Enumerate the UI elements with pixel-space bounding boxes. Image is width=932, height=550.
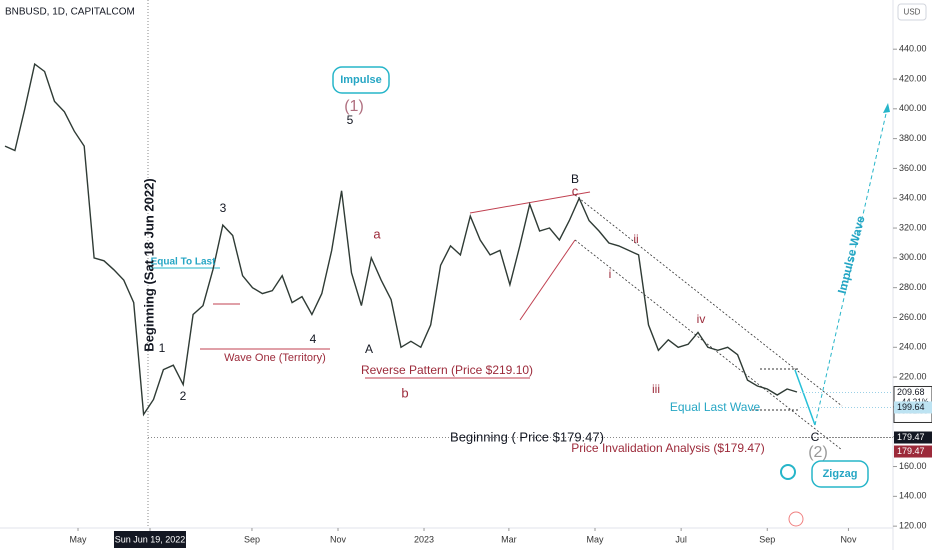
price-tag-label: 179.47: [897, 446, 925, 456]
y-tick-label: 120.00: [899, 521, 927, 531]
annotation: a: [373, 226, 381, 241]
pattern-line: [519, 239, 576, 321]
crosshair-date-box: [113, 531, 186, 548]
annotation: ii: [633, 232, 638, 246]
annotation: 5: [347, 113, 354, 127]
annotation: Impulse: [340, 74, 382, 86]
y-tick-label: 420.00: [899, 73, 927, 83]
y-tick-label: 220.00: [899, 371, 927, 381]
y-tick-label: 140.00: [899, 491, 927, 501]
pattern-line: [469, 191, 591, 214]
projection: [814, 104, 889, 426]
projection: [794, 369, 816, 426]
annotation: 3: [220, 201, 227, 215]
annotation: c: [572, 183, 579, 198]
y-tick-label: 380.00: [899, 133, 927, 143]
price-tag: [894, 401, 932, 414]
annotation: B: [571, 172, 579, 186]
annotation-box: [811, 460, 869, 488]
y-tick-label: 280.00: [899, 282, 927, 292]
annotation: Equal Last Wave: [670, 400, 761, 414]
bulb-icon: [780, 464, 796, 480]
price-line: [4, 62, 798, 417]
annotation-box: [332, 66, 390, 94]
x-tick-label: Nov: [840, 534, 857, 544]
drawings: [147, 0, 890, 528]
y-tick-label: 240.00: [899, 342, 927, 352]
annotation: (2): [808, 444, 828, 461]
y-tick-label: 340.00: [899, 193, 927, 203]
y-tick-label: 320.00: [899, 222, 927, 232]
channel-bottom: [574, 239, 843, 451]
y-tick-label: 260.00: [899, 312, 927, 322]
event-icon[interactable]: [788, 511, 804, 527]
annotation: i: [609, 267, 612, 281]
annotation: Zigzag: [823, 468, 858, 480]
annotation: Beginning (Sat 18 Jun 2022): [141, 178, 156, 351]
x-tick-label: Nov: [330, 534, 347, 544]
x-tick-label: Mar: [501, 534, 517, 544]
annotation: Equal To Last: [151, 257, 216, 268]
price-tag-label: 179.47: [897, 432, 925, 442]
chart-title: BNBUSD, 1D, CAPITALCOM: [5, 7, 135, 18]
currency-box[interactable]: [897, 3, 927, 21]
x-tick-label: Sep: [759, 534, 775, 544]
annotation: 2: [180, 389, 187, 403]
x-tick-label: Sun Jun 19, 2022: [115, 534, 186, 544]
price-tag-label: 199.64: [897, 402, 925, 412]
x-tick-label: Sep: [244, 534, 260, 544]
y-tick-label: 300.00: [899, 252, 927, 262]
price-tag: [894, 445, 932, 458]
annotation: (1): [344, 98, 364, 115]
arrow-head: [883, 103, 890, 113]
y-tick-label: 400.00: [899, 103, 927, 113]
annotation: 4: [310, 332, 317, 346]
channel-top: [574, 194, 843, 407]
annotation: C: [811, 430, 820, 444]
y-tick-label: 160.00: [899, 461, 927, 471]
annotation: iii: [652, 382, 660, 396]
annotation: A: [365, 342, 373, 356]
annotation: Price Invalidation Analysis ($179.47): [571, 441, 764, 455]
y-tick-label: 440.00: [899, 44, 927, 54]
currency: USD: [904, 8, 921, 17]
annotation: b: [401, 385, 408, 400]
x-tick-label: May: [70, 534, 88, 544]
annotation: Reverse Pattern (Price $219.10): [361, 363, 533, 377]
annotation: Beginning ( Price $179.47): [450, 429, 604, 444]
price-tag: [894, 431, 932, 444]
y-tick-label: 360.00: [899, 163, 927, 173]
x-tick-label: Jul: [675, 534, 687, 544]
x-tick-label: 2023: [414, 534, 434, 544]
price-tag-label: 209.68: [897, 387, 925, 397]
x-tick-label: May: [586, 534, 604, 544]
annotation: iv: [697, 312, 706, 326]
annotation: Wave One (Territory): [224, 352, 326, 364]
annotation: 1: [159, 341, 166, 355]
